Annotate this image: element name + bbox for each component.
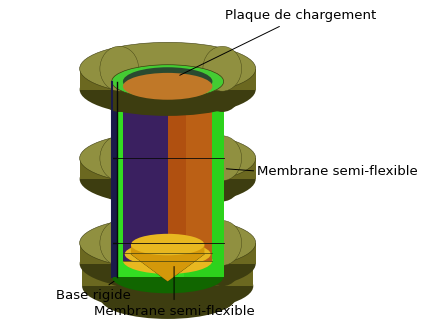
- Polygon shape: [185, 82, 224, 276]
- Ellipse shape: [123, 67, 212, 96]
- Ellipse shape: [80, 132, 256, 185]
- Polygon shape: [80, 243, 256, 264]
- Polygon shape: [203, 243, 242, 264]
- Polygon shape: [102, 260, 139, 286]
- Polygon shape: [118, 82, 224, 276]
- Polygon shape: [80, 69, 256, 90]
- Ellipse shape: [80, 217, 256, 269]
- Ellipse shape: [101, 279, 235, 319]
- Ellipse shape: [102, 263, 139, 309]
- Ellipse shape: [131, 234, 204, 255]
- Polygon shape: [131, 254, 204, 281]
- Ellipse shape: [82, 235, 253, 286]
- Polygon shape: [202, 260, 240, 286]
- Polygon shape: [100, 243, 139, 264]
- Ellipse shape: [80, 153, 256, 205]
- Ellipse shape: [202, 237, 240, 284]
- Ellipse shape: [80, 63, 256, 116]
- Ellipse shape: [123, 247, 212, 274]
- Polygon shape: [100, 69, 139, 90]
- Ellipse shape: [100, 46, 139, 91]
- Polygon shape: [112, 82, 118, 276]
- Ellipse shape: [203, 220, 242, 265]
- Ellipse shape: [203, 136, 242, 181]
- Polygon shape: [168, 86, 212, 260]
- Polygon shape: [203, 158, 242, 179]
- Ellipse shape: [80, 42, 256, 95]
- Polygon shape: [80, 158, 256, 179]
- Ellipse shape: [203, 241, 242, 286]
- Text: Base rigide: Base rigide: [56, 281, 131, 302]
- Ellipse shape: [112, 260, 224, 293]
- Polygon shape: [131, 244, 204, 281]
- Polygon shape: [123, 86, 168, 260]
- Ellipse shape: [202, 263, 240, 309]
- Polygon shape: [82, 260, 253, 286]
- Polygon shape: [101, 286, 235, 299]
- Polygon shape: [100, 158, 139, 179]
- Ellipse shape: [82, 260, 253, 312]
- Text: Membrane semi-flexible: Membrane semi-flexible: [257, 164, 418, 178]
- Polygon shape: [186, 86, 212, 260]
- Ellipse shape: [100, 67, 139, 112]
- Ellipse shape: [102, 237, 139, 284]
- Ellipse shape: [123, 73, 212, 100]
- Ellipse shape: [80, 237, 256, 290]
- Ellipse shape: [101, 266, 235, 306]
- Ellipse shape: [203, 46, 242, 91]
- Ellipse shape: [203, 156, 242, 202]
- Ellipse shape: [125, 242, 211, 266]
- Polygon shape: [112, 82, 118, 276]
- Polygon shape: [203, 69, 242, 90]
- Ellipse shape: [100, 136, 139, 181]
- Text: Membrane semi-flexible: Membrane semi-flexible: [94, 267, 254, 318]
- Text: Plaque de chargement: Plaque de chargement: [180, 10, 376, 75]
- Ellipse shape: [100, 220, 139, 265]
- Ellipse shape: [100, 156, 139, 202]
- Ellipse shape: [100, 241, 139, 286]
- Ellipse shape: [203, 67, 242, 112]
- Ellipse shape: [112, 65, 224, 98]
